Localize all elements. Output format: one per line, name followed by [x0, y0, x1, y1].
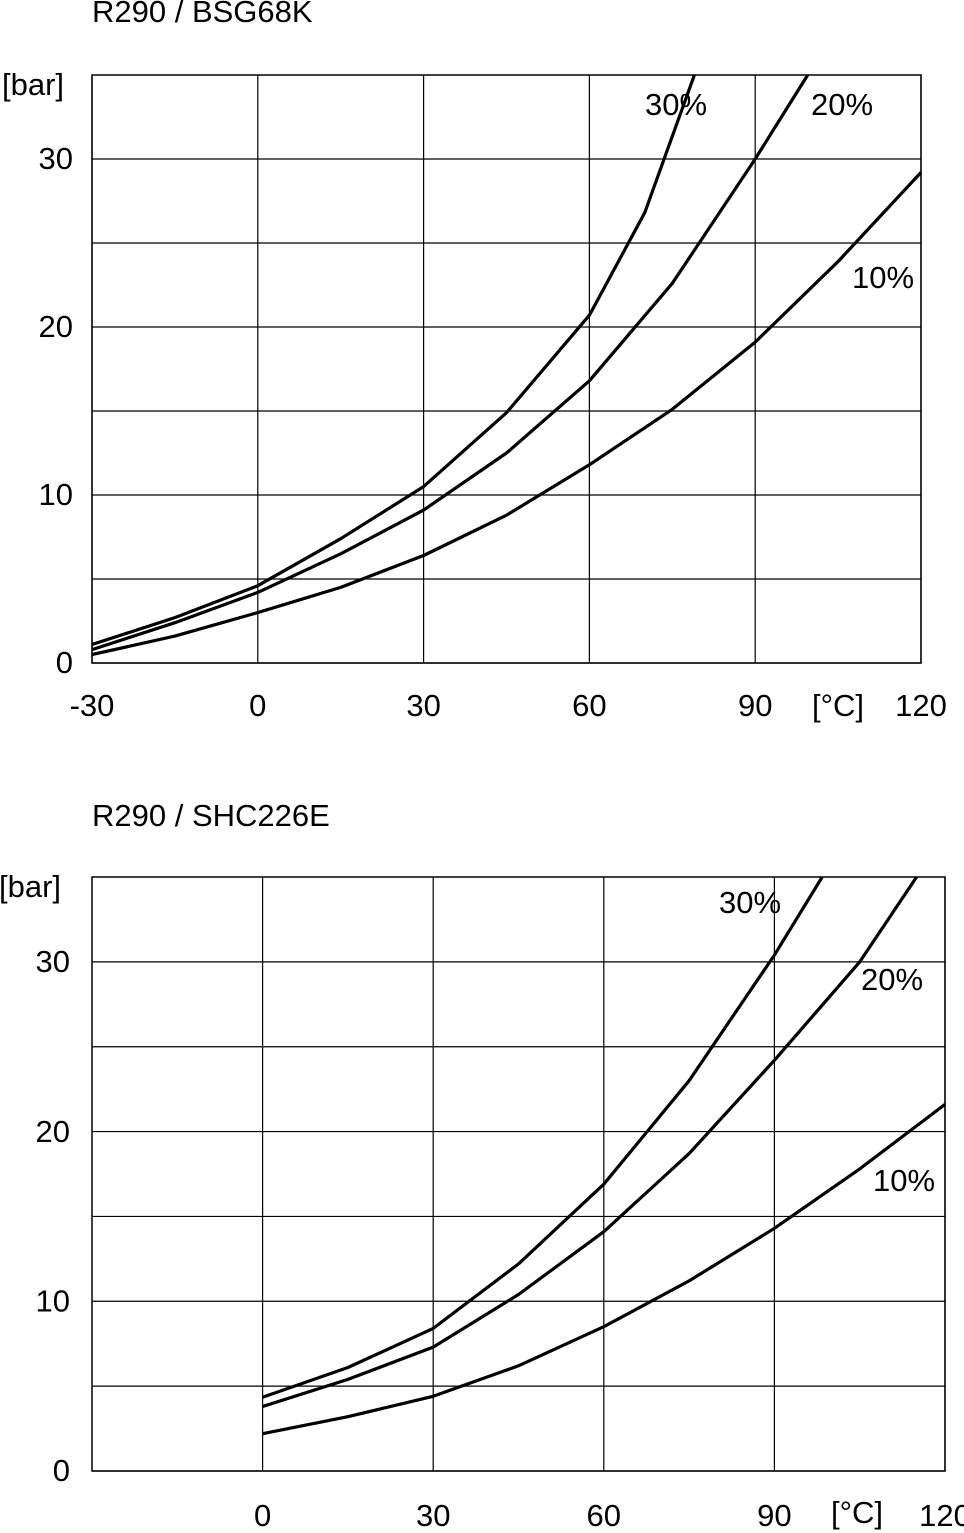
y-tick-label: 0 [56, 645, 73, 680]
x-tick-label: 30 [406, 688, 440, 723]
line-series [91, 74, 810, 652]
x-tick-label: 60 [572, 688, 606, 723]
x-axis-label: [°C] [812, 688, 864, 723]
x-tick-label: -30 [70, 688, 115, 723]
series-label: 10% [873, 1163, 935, 1198]
series-label: 20% [811, 87, 873, 122]
chart-title: R290 / BSG68K [92, 0, 313, 29]
y-tick-label: 20 [36, 1114, 70, 1149]
y-tick-label: 0 [53, 1453, 70, 1488]
y-axis-label: [bar] [2, 67, 64, 102]
x-tick-label: 0 [254, 1498, 271, 1533]
line-series [91, 74, 696, 647]
x-tick-label: 90 [757, 1498, 791, 1533]
y-tick-label: 30 [36, 944, 70, 979]
y-axis-label: [bar] [0, 869, 61, 904]
x-tick-label: 60 [587, 1498, 621, 1533]
series-label: 10% [852, 260, 914, 295]
x-axis-label: [°C] [831, 1495, 883, 1530]
line-series [91, 171, 923, 657]
y-tick-label: 10 [36, 1283, 70, 1318]
line-series [262, 876, 918, 1409]
plot-frame [91, 74, 922, 664]
plot-frame [91, 876, 946, 1472]
series-label: 20% [861, 962, 923, 997]
x-tick-label: 0 [249, 688, 266, 723]
chart-title: R290 / SHC226E [92, 798, 330, 833]
x-tick-label: 90 [738, 688, 772, 723]
line-series [262, 1103, 946, 1436]
series-label: 30% [719, 885, 781, 920]
x-tick-label: 120 [895, 688, 947, 723]
y-tick-label: 10 [39, 477, 73, 512]
line-series [262, 876, 824, 1399]
series-label: 30% [645, 87, 707, 122]
y-tick-label: 30 [39, 141, 73, 176]
x-tick-label: 120 [919, 1498, 964, 1533]
y-tick-label: 20 [39, 309, 73, 344]
x-tick-label: 30 [416, 1498, 450, 1533]
